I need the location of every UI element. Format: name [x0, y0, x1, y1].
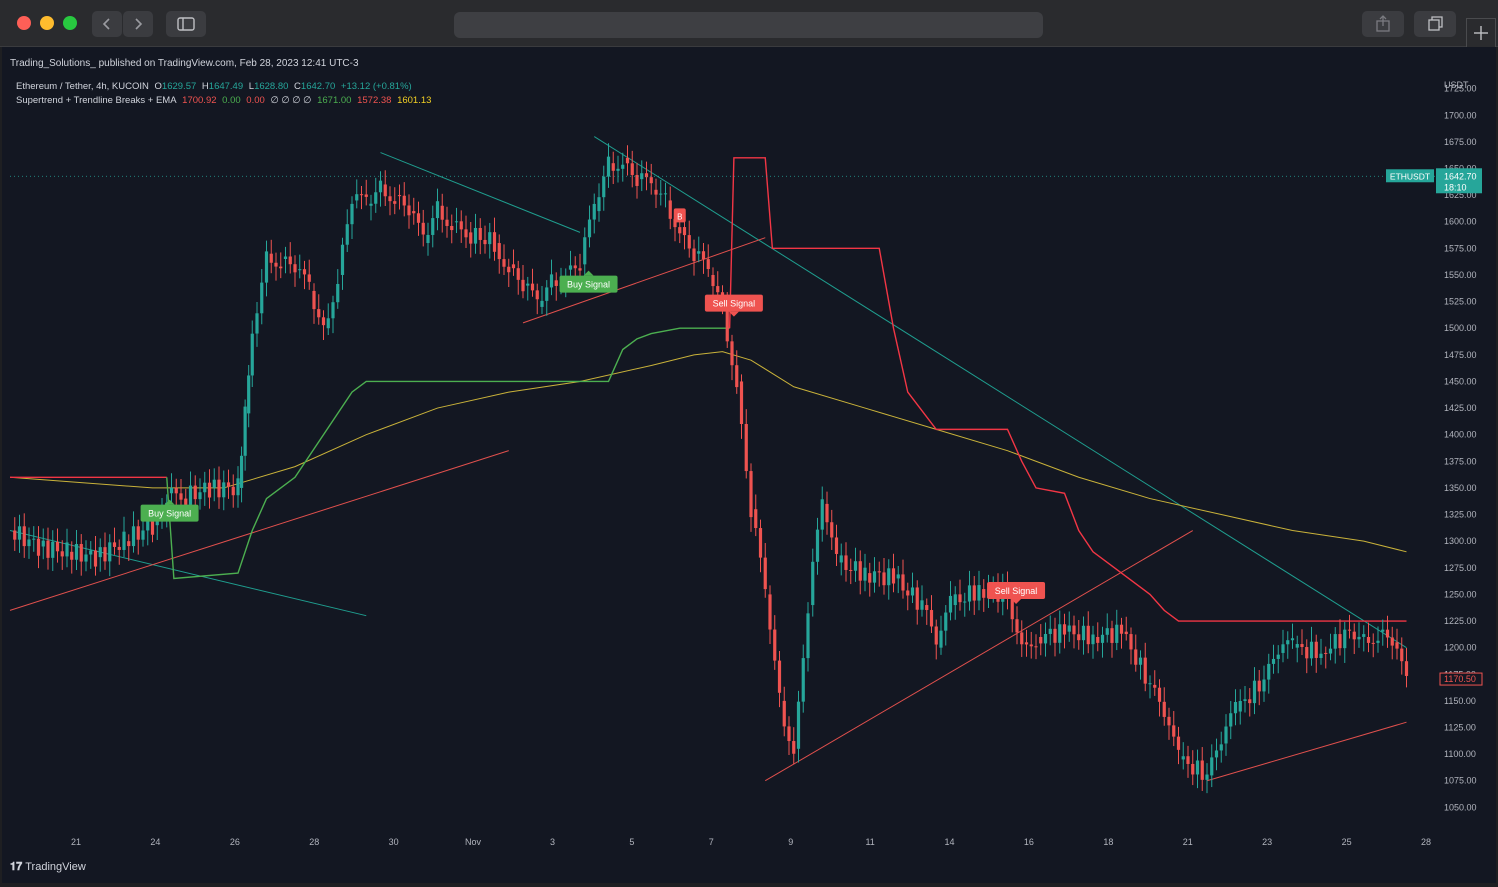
- indicator-value: 1572.38: [357, 95, 392, 106]
- change-value: +13.12 (+0.81%): [340, 81, 412, 92]
- indicator-value: 1700.92: [182, 95, 217, 106]
- plus-icon: [1474, 26, 1488, 40]
- chevron-right-icon: [135, 18, 143, 30]
- publisher-note: Trading_Solutions_ published on TradingV…: [10, 58, 359, 69]
- close-window-button[interactable]: [17, 16, 31, 30]
- symbol-legend: Ethereum / Tether, 4h, KUCOIN O1629.57 H…: [16, 81, 415, 92]
- tabs-button[interactable]: [1414, 11, 1456, 37]
- chart-area[interactable]: [2, 47, 1496, 883]
- chevron-left-icon: [102, 18, 110, 30]
- brand-name: TradingView: [25, 861, 86, 873]
- high-value: H1647.49: [201, 81, 244, 92]
- zoom-window-button[interactable]: [63, 16, 77, 30]
- back-button[interactable]: [92, 11, 122, 37]
- indicator-value: 0.00: [246, 95, 265, 106]
- share-icon: [1376, 15, 1390, 32]
- tabs-icon: [1428, 16, 1443, 31]
- indicator-name: Supertrend + Trendline Breaks + EMA: [16, 95, 177, 106]
- browser-titlebar: [0, 0, 1498, 48]
- address-bar[interactable]: [454, 12, 1043, 38]
- minimize-window-button[interactable]: [40, 16, 54, 30]
- indicator-value: 1671.00: [317, 95, 352, 106]
- forward-button[interactable]: [123, 11, 153, 37]
- close-value: C1642.70: [294, 81, 336, 92]
- new-tab-button[interactable]: [1466, 18, 1496, 48]
- indicator-legend: Supertrend + Trendline Breaks + EMA 1700…: [16, 95, 434, 106]
- indicator-value: 0.00: [222, 95, 241, 106]
- symbol-name: Ethereum / Tether, 4h, KUCOIN: [16, 81, 149, 92]
- tradingview-brand[interactable]: 𝟏𝟕 TradingView: [10, 861, 86, 874]
- sidebar-button[interactable]: [166, 11, 206, 37]
- sidebar-icon: [177, 17, 195, 31]
- indicator-value: 1601.13: [397, 95, 432, 106]
- indicator-value: ∅ ∅ ∅ ∅: [270, 95, 312, 106]
- low-value: L1628.80: [248, 81, 289, 92]
- tradingview-logo-icon: 𝟏𝟕: [10, 861, 23, 873]
- open-value: O1629.57: [154, 81, 197, 92]
- share-button[interactable]: [1362, 11, 1404, 37]
